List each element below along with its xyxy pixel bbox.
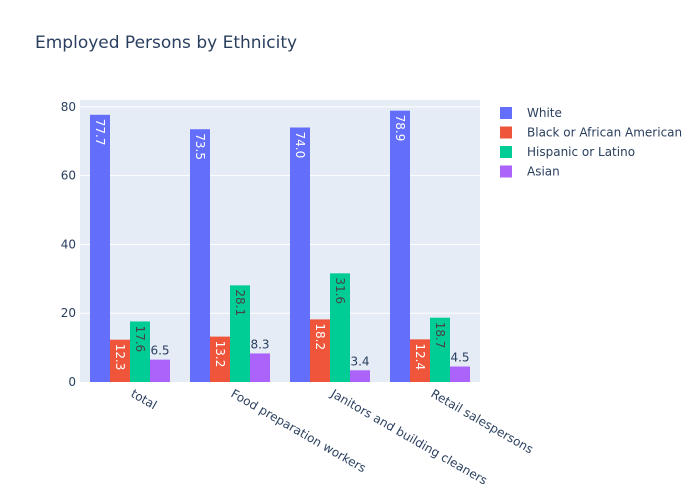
legend-swatch[interactable] [500, 107, 512, 119]
y-tick-label: 0 [68, 375, 76, 389]
bar[interactable] [310, 319, 330, 382]
data-label: 6.5 [150, 344, 169, 358]
data-label: 77.7 [93, 119, 107, 146]
data-label: 31.6 [333, 277, 347, 304]
bar[interactable] [210, 336, 230, 382]
data-label: 12.4 [413, 343, 427, 370]
bar[interactable] [450, 366, 470, 382]
y-tick-label: 80 [61, 100, 76, 114]
bar[interactable] [290, 127, 310, 382]
legend-swatch[interactable] [500, 146, 512, 158]
x-tick-label: Janitors and building cleaners [328, 386, 490, 488]
legend-swatch[interactable] [500, 165, 512, 178]
y-tick-label: 40 [61, 237, 76, 251]
bar[interactable] [350, 370, 370, 382]
bar[interactable] [190, 129, 210, 382]
bar[interactable] [330, 273, 350, 382]
bar[interactable] [110, 339, 130, 382]
data-label: 17.6 [133, 325, 147, 352]
data-label: 28.1 [233, 289, 247, 316]
data-label: 12.3 [113, 344, 127, 371]
bar[interactable] [130, 321, 150, 382]
bar[interactable] [430, 317, 450, 382]
legend-item-label[interactable]: Black or African American [527, 126, 682, 140]
bar[interactable] [390, 110, 410, 382]
data-label: 4.5 [450, 351, 469, 365]
bar[interactable] [150, 359, 170, 382]
bar[interactable] [230, 285, 250, 382]
data-label: 74.0 [293, 132, 307, 159]
data-label: 8.3 [250, 337, 269, 351]
x-tick-label: total [129, 386, 160, 412]
chart-title: Employed Persons by Ethnicity [35, 33, 298, 53]
data-label: 18.7 [433, 322, 447, 349]
data-label: 78.9 [393, 115, 407, 142]
data-label: 13.2 [213, 341, 227, 368]
legend-item-label[interactable]: White [527, 106, 562, 120]
legend-item-label[interactable]: Asian [527, 165, 560, 179]
x-tick-label: Retail salespersons [429, 386, 536, 456]
legend-item-label[interactable]: Hispanic or Latino [527, 145, 635, 159]
bar[interactable] [90, 114, 110, 382]
data-label: 73.5 [193, 133, 207, 160]
y-tick-label: 20 [61, 306, 76, 320]
y-tick-label: 60 [61, 169, 76, 183]
bar[interactable] [410, 339, 430, 382]
legend-swatch[interactable] [500, 126, 512, 139]
bar[interactable] [250, 353, 270, 382]
data-label: 3.4 [350, 354, 369, 368]
data-label: 18.2 [313, 323, 327, 350]
